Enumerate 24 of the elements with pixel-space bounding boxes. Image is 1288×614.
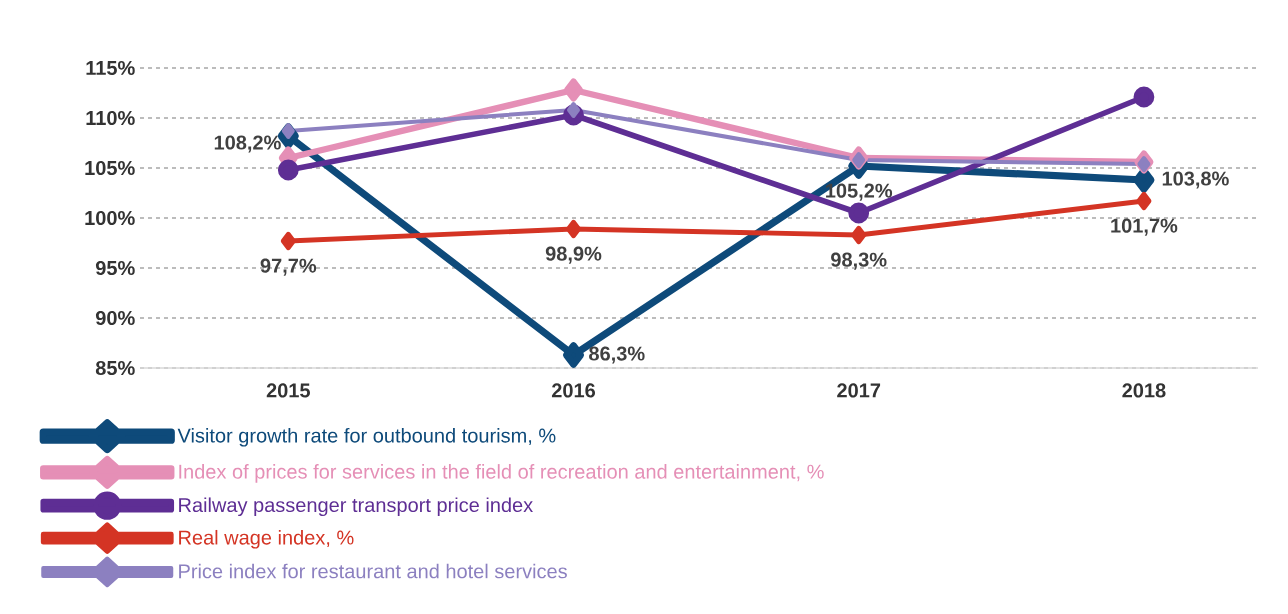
y-tick-label: 115% (86, 60, 135, 76)
x-tick-label: 2017 (837, 383, 881, 398)
data-label: 98,9% (545, 246, 602, 264)
data-label: 108,2% (214, 135, 281, 153)
data-label: 105,2% (826, 183, 893, 201)
text: Price index for restaurant and hotel services (179, 563, 567, 579)
y-tick-label: 90% (95, 310, 135, 326)
x-tick-label: 2015 (266, 383, 310, 398)
y-tick-label: 105% (85, 160, 135, 176)
y-tick-label: 110% (86, 110, 135, 126)
text: Index of prices for services in the field of recreation and entertainment, % (179, 464, 824, 483)
data-label: 103,8% (1162, 171, 1229, 189)
x-tick-label: 2018 (1122, 383, 1166, 398)
y-tick-label: 95% (95, 260, 135, 276)
data-label: 86,3% (589, 346, 645, 364)
text: Railway passenger transport price index (179, 497, 533, 517)
y-tick-label: 85% (95, 360, 135, 376)
text: Visitor growth rate for outbound tourism, % (177, 427, 556, 447)
data-label: 98,3% (831, 252, 887, 270)
y-tick-label: 100% (85, 210, 135, 226)
x-tick-label: 2016 (551, 383, 596, 398)
data-label: 101,7% (1111, 218, 1178, 236)
data-label: 97,7% (260, 258, 317, 276)
text: Real wage index, % (179, 529, 354, 549)
